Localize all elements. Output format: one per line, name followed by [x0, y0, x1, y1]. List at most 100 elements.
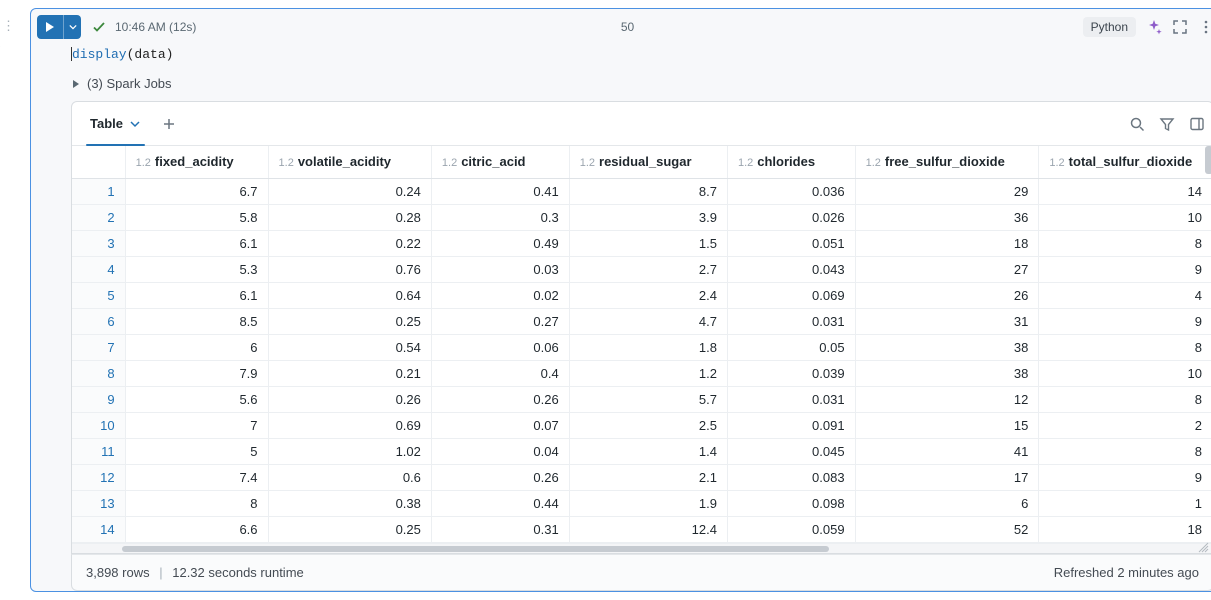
assistant-sparkle-icon[interactable]: [1146, 19, 1162, 35]
cell[interactable]: 0.069: [727, 282, 855, 308]
cell[interactable]: 0.059: [727, 516, 855, 542]
cell[interactable]: 0.06: [431, 334, 569, 360]
row-index[interactable]: 12: [72, 464, 125, 490]
cell[interactable]: 0.07: [431, 412, 569, 438]
run-dropdown-button[interactable]: [63, 15, 81, 39]
cell[interactable]: 38: [855, 360, 1039, 386]
cell[interactable]: 2.1: [569, 464, 727, 490]
cell[interactable]: 8.5: [125, 308, 268, 334]
cell[interactable]: 0.031: [727, 386, 855, 412]
cell[interactable]: 5.3: [125, 256, 268, 282]
table-row[interactable]: 1070.690.072.50.091152: [72, 412, 1211, 438]
row-index[interactable]: 8: [72, 360, 125, 386]
table-row[interactable]: 95.60.260.265.70.031128: [72, 386, 1211, 412]
kebab-menu-icon[interactable]: [1198, 19, 1211, 35]
table-row[interactable]: 45.30.760.032.70.043279: [72, 256, 1211, 282]
cell[interactable]: 1.9: [569, 490, 727, 516]
cell[interactable]: 0.083: [727, 464, 855, 490]
cell[interactable]: 9: [1039, 308, 1211, 334]
cell[interactable]: 0.045: [727, 438, 855, 464]
table-row[interactable]: 16.70.240.418.70.0362914: [72, 178, 1211, 204]
cell[interactable]: 52: [855, 516, 1039, 542]
table-row[interactable]: 68.50.250.274.70.031319: [72, 308, 1211, 334]
row-index[interactable]: 6: [72, 308, 125, 334]
cell[interactable]: 0.26: [268, 386, 431, 412]
cell[interactable]: 3.9: [569, 204, 727, 230]
cell[interactable]: 0.76: [268, 256, 431, 282]
cell[interactable]: 0.031: [727, 308, 855, 334]
cell[interactable]: 6: [125, 334, 268, 360]
cell[interactable]: 4: [1039, 282, 1211, 308]
cell[interactable]: 1: [1039, 490, 1211, 516]
cell[interactable]: 0.26: [431, 386, 569, 412]
row-index[interactable]: 9: [72, 386, 125, 412]
cell[interactable]: 6.6: [125, 516, 268, 542]
cell[interactable]: 27: [855, 256, 1039, 282]
cell[interactable]: 0.22: [268, 230, 431, 256]
column-header[interactable]: 1.2citric_acid: [431, 146, 569, 178]
table-row[interactable]: 760.540.061.80.05388: [72, 334, 1211, 360]
cell[interactable]: 5.7: [569, 386, 727, 412]
cell[interactable]: 0.036: [727, 178, 855, 204]
cell[interactable]: 12.4: [569, 516, 727, 542]
table-row[interactable]: 36.10.220.491.50.051188: [72, 230, 1211, 256]
cell[interactable]: 6.7: [125, 178, 268, 204]
cell[interactable]: 0.25: [268, 516, 431, 542]
vertical-scrollbar-thumb[interactable]: [1205, 146, 1211, 174]
table-row[interactable]: 25.80.280.33.90.0263610: [72, 204, 1211, 230]
cell[interactable]: 0.051: [727, 230, 855, 256]
run-button[interactable]: [37, 15, 63, 39]
cell[interactable]: 0.41: [431, 178, 569, 204]
cell[interactable]: 0.25: [268, 308, 431, 334]
cell[interactable]: 18: [1039, 516, 1211, 542]
cell[interactable]: 36: [855, 204, 1039, 230]
cell[interactable]: 0.039: [727, 360, 855, 386]
row-index[interactable]: 3: [72, 230, 125, 256]
tab-table[interactable]: Table: [80, 102, 151, 145]
row-index[interactable]: 10: [72, 412, 125, 438]
cell[interactable]: 0.21: [268, 360, 431, 386]
row-index[interactable]: 11: [72, 438, 125, 464]
cell[interactable]: 9: [1039, 464, 1211, 490]
add-tab-button[interactable]: [155, 110, 183, 138]
spark-jobs-toggle[interactable]: (3) Spark Jobs: [31, 72, 1211, 101]
cell[interactable]: 0.54: [268, 334, 431, 360]
code-editor[interactable]: display(data): [31, 43, 1211, 72]
index-header[interactable]: [72, 146, 125, 178]
cell[interactable]: 41: [855, 438, 1039, 464]
cell[interactable]: 5.8: [125, 204, 268, 230]
column-header[interactable]: 1.2residual_sugar: [569, 146, 727, 178]
cell[interactable]: 26: [855, 282, 1039, 308]
row-index[interactable]: 1: [72, 178, 125, 204]
cell[interactable]: 0.02: [431, 282, 569, 308]
cell[interactable]: 1.5: [569, 230, 727, 256]
table-row[interactable]: 1380.380.441.90.09861: [72, 490, 1211, 516]
search-icon[interactable]: [1129, 116, 1145, 132]
cell[interactable]: 2: [1039, 412, 1211, 438]
cell[interactable]: 0.49: [431, 230, 569, 256]
column-header[interactable]: 1.2chlorides: [727, 146, 855, 178]
cell[interactable]: 0.098: [727, 490, 855, 516]
resize-handle-icon[interactable]: [1197, 541, 1209, 553]
cell[interactable]: 18: [855, 230, 1039, 256]
cell[interactable]: 0.27: [431, 308, 569, 334]
cell[interactable]: 0.69: [268, 412, 431, 438]
table-row[interactable]: 146.60.250.3112.40.0595218: [72, 516, 1211, 542]
cell[interactable]: 8: [1039, 230, 1211, 256]
column-header[interactable]: 1.2total_sulfur_dioxide: [1039, 146, 1211, 178]
cell[interactable]: 29: [855, 178, 1039, 204]
cell[interactable]: 0.043: [727, 256, 855, 282]
horizontal-scrollbar-track[interactable]: [72, 543, 1211, 553]
cell[interactable]: 17: [855, 464, 1039, 490]
cell[interactable]: 0.4: [431, 360, 569, 386]
cell[interactable]: 15: [855, 412, 1039, 438]
cell[interactable]: 1.2: [569, 360, 727, 386]
table-row[interactable]: 1151.020.041.40.045418: [72, 438, 1211, 464]
filter-icon[interactable]: [1159, 116, 1175, 132]
cell[interactable]: 0.04: [431, 438, 569, 464]
language-pill[interactable]: Python: [1083, 17, 1136, 37]
cell[interactable]: 1.8: [569, 334, 727, 360]
cell[interactable]: 0.03: [431, 256, 569, 282]
cell[interactable]: 7.4: [125, 464, 268, 490]
cell[interactable]: 6.1: [125, 230, 268, 256]
